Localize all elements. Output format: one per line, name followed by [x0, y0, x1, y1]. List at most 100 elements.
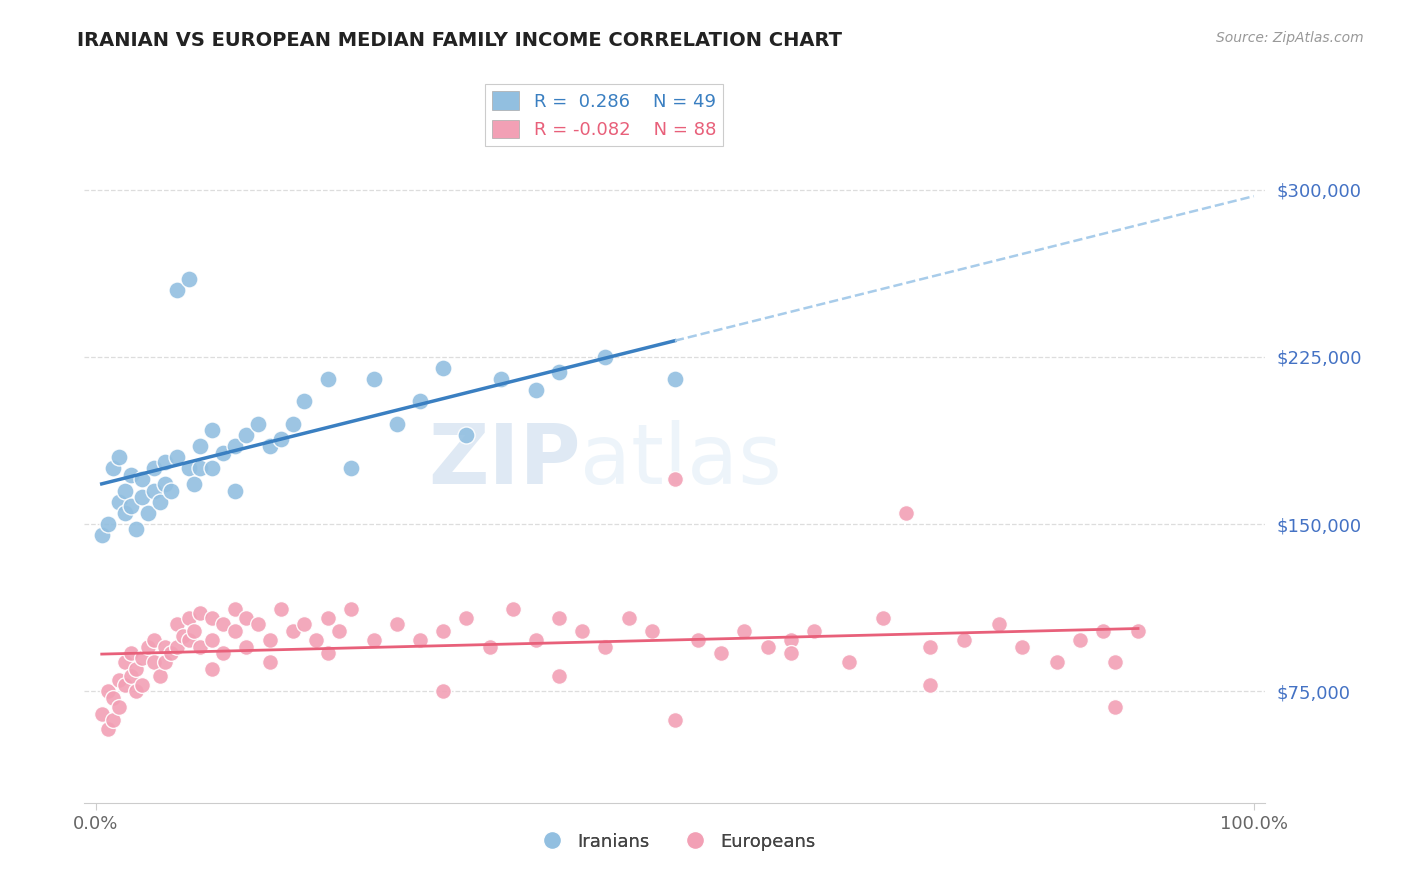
- Point: [235, 610, 257, 624]
- Point: [988, 617, 1011, 632]
- Point: [183, 624, 205, 639]
- Point: [363, 372, 385, 386]
- Point: [96, 516, 118, 531]
- Point: [664, 714, 686, 728]
- Point: [838, 655, 860, 669]
- Point: [177, 461, 200, 475]
- Point: [114, 506, 136, 520]
- Point: [1126, 624, 1149, 639]
- Point: [224, 601, 246, 615]
- Point: [103, 714, 125, 728]
- Point: [114, 678, 136, 692]
- Point: [188, 461, 211, 475]
- Point: [548, 365, 571, 379]
- Point: [120, 669, 142, 683]
- Point: [803, 624, 825, 639]
- Point: [489, 372, 512, 386]
- Point: [155, 655, 177, 669]
- Point: [259, 439, 281, 453]
- Point: [316, 372, 339, 386]
- Point: [114, 655, 136, 669]
- Point: [385, 417, 408, 431]
- Point: [120, 646, 142, 660]
- Point: [131, 472, 153, 486]
- Point: [281, 417, 304, 431]
- Point: [292, 394, 315, 409]
- Point: [316, 646, 339, 660]
- Point: [166, 640, 188, 654]
- Point: [641, 624, 664, 639]
- Point: [270, 432, 292, 446]
- Point: [918, 678, 941, 692]
- Point: [305, 633, 328, 648]
- Point: [188, 607, 211, 621]
- Point: [247, 617, 270, 632]
- Point: [201, 633, 224, 648]
- Point: [120, 499, 142, 513]
- Point: [177, 610, 200, 624]
- Point: [432, 684, 454, 698]
- Point: [166, 617, 188, 632]
- Point: [259, 633, 281, 648]
- Point: [142, 461, 165, 475]
- Point: [502, 601, 524, 615]
- Point: [328, 624, 350, 639]
- Point: [779, 633, 801, 648]
- Point: [292, 617, 315, 632]
- Point: [125, 521, 148, 535]
- Point: [571, 624, 593, 639]
- Point: [409, 394, 432, 409]
- Point: [212, 445, 235, 460]
- Point: [172, 628, 194, 642]
- Point: [177, 633, 200, 648]
- Point: [524, 383, 547, 397]
- Point: [224, 439, 246, 453]
- Point: [108, 699, 131, 714]
- Point: [385, 617, 408, 632]
- Point: [733, 624, 755, 639]
- Point: [432, 624, 454, 639]
- Point: [188, 640, 211, 654]
- Point: [160, 483, 183, 498]
- Point: [1011, 640, 1033, 654]
- Point: [1046, 655, 1069, 669]
- Point: [212, 646, 235, 660]
- Point: [131, 490, 153, 504]
- Point: [177, 271, 200, 285]
- Point: [686, 633, 709, 648]
- Point: [149, 669, 172, 683]
- Point: [201, 423, 224, 437]
- Point: [155, 640, 177, 654]
- Point: [201, 610, 224, 624]
- Point: [114, 483, 136, 498]
- Point: [155, 476, 177, 491]
- Point: [456, 427, 478, 442]
- Point: [142, 483, 165, 498]
- Point: [224, 624, 246, 639]
- Point: [664, 372, 686, 386]
- Point: [617, 610, 640, 624]
- Point: [595, 640, 617, 654]
- Point: [125, 684, 148, 698]
- Point: [281, 624, 304, 639]
- Point: [710, 646, 733, 660]
- Text: Source: ZipAtlas.com: Source: ZipAtlas.com: [1216, 31, 1364, 45]
- Point: [120, 467, 142, 482]
- Point: [125, 662, 148, 676]
- Point: [339, 601, 361, 615]
- Point: [1069, 633, 1091, 648]
- Point: [779, 646, 801, 660]
- Point: [131, 678, 153, 692]
- Point: [188, 439, 211, 453]
- Point: [183, 476, 205, 491]
- Point: [432, 360, 454, 375]
- Point: [96, 684, 118, 698]
- Point: [363, 633, 385, 648]
- Point: [409, 633, 432, 648]
- Point: [548, 669, 571, 683]
- Point: [224, 483, 246, 498]
- Point: [108, 673, 131, 687]
- Point: [1104, 699, 1126, 714]
- Point: [90, 706, 112, 721]
- Point: [166, 283, 188, 297]
